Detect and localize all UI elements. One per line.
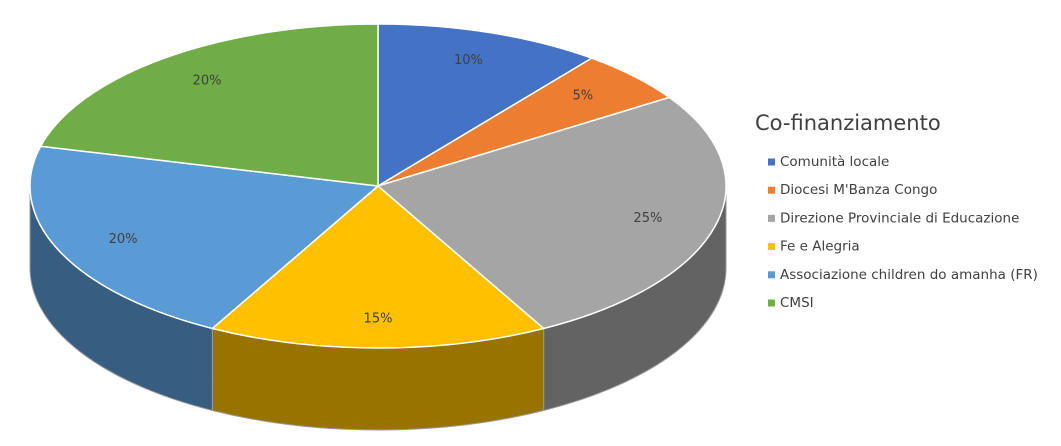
data-label: 5% bbox=[573, 89, 594, 104]
legend-swatch bbox=[768, 158, 775, 166]
legend-label: Direzione Provinciale di Educazione bbox=[780, 210, 1019, 226]
slice bbox=[39, 23, 379, 187]
data-label: 15% bbox=[364, 311, 393, 326]
legend-swatch bbox=[768, 186, 775, 194]
slice bbox=[376, 96, 727, 330]
legend-label: Comunità locale bbox=[780, 154, 889, 170]
legend-swatch bbox=[768, 243, 775, 251]
legend-label: Fe e Alegria bbox=[780, 239, 860, 255]
legend-label: CMSI bbox=[780, 295, 814, 311]
data-label: 20% bbox=[193, 74, 222, 89]
data-label: 20% bbox=[109, 232, 138, 247]
legend-label: Diocesi M'Banza Congo bbox=[780, 182, 937, 198]
slice bbox=[29, 145, 380, 330]
slice bbox=[377, 23, 594, 188]
legend-title: Co-finanziamento bbox=[755, 111, 941, 135]
legend-swatch bbox=[768, 271, 775, 279]
slice bbox=[210, 185, 546, 349]
legend-swatch bbox=[768, 214, 775, 222]
data-label: 25% bbox=[633, 211, 662, 226]
legend-label: Associazione children do amanha (FR) bbox=[780, 267, 1038, 283]
legend-swatch bbox=[768, 299, 775, 307]
data-label: 10% bbox=[454, 53, 483, 68]
